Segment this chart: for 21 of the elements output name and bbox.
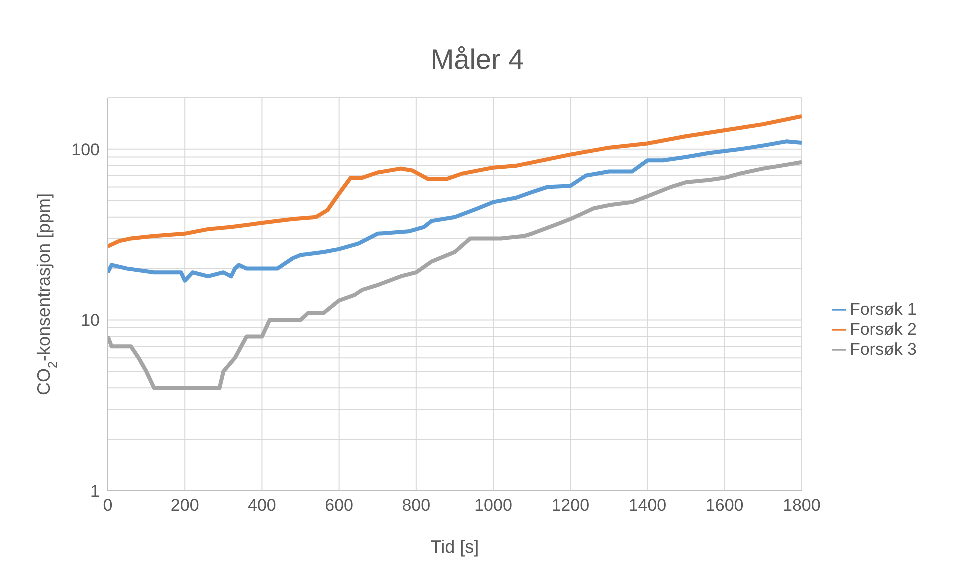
x-tick-label: 1400: [628, 496, 667, 516]
y-tick-label: 100: [72, 140, 100, 160]
chart-title: Måler 4: [430, 43, 526, 77]
x-tick-label: 1600: [706, 496, 744, 516]
legend-label: Forsøk 2: [850, 320, 917, 338]
x-tick-label: 1200: [552, 496, 590, 516]
x-tick-label: 1800: [783, 496, 821, 516]
legend-label: Forsøk 1: [850, 300, 917, 318]
x-tick-label: 200: [170, 496, 200, 516]
x-tick-label: 400: [248, 496, 276, 516]
y-tick-label: 10: [81, 311, 100, 330]
line-series: [108, 160, 802, 390]
x-tick-label: 1000: [474, 496, 512, 516]
x-tick-label: 600: [325, 496, 354, 516]
legend-label: Forsøk 3: [850, 340, 917, 358]
line-series: [108, 114, 802, 249]
x-axis-title: Tid [s]: [430, 537, 480, 557]
y-tick-label: 1: [90, 482, 100, 502]
line-series: [108, 140, 802, 283]
x-tick-label: 800: [402, 496, 431, 516]
x-tick-label: 0: [103, 496, 113, 516]
